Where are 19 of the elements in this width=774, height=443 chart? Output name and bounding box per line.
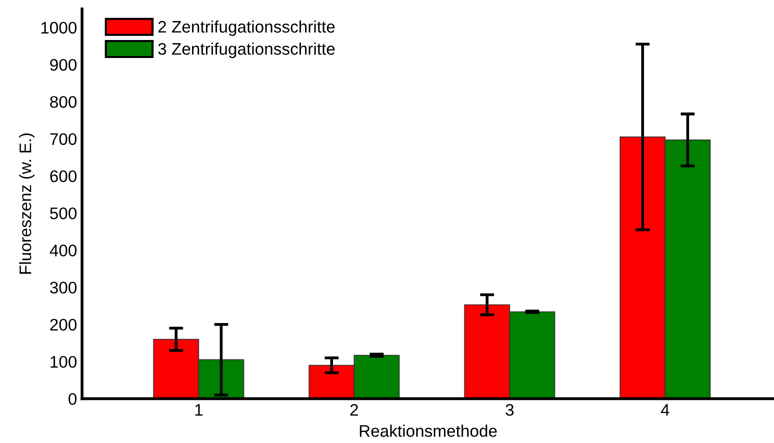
x-tick-label: 3 [506, 404, 514, 416]
y-tick-label: 0 [68, 393, 77, 405]
y-tick-label: 200 [50, 318, 77, 331]
x-tick-label: 4 [660, 404, 670, 416]
y-tick-label: 900 [50, 58, 77, 71]
legend-label: 3 Zentrifugationsschritte [158, 42, 335, 58]
y-tick-label: 400 [50, 244, 77, 256]
y-tick-label: 1000 [41, 22, 77, 34]
y-axis-title: Fluoreszenz (w. E.) [19, 133, 35, 274]
x-tick-label: 2 [350, 404, 358, 416]
y-tick-label: 600 [50, 170, 77, 182]
legend-label: 2 Zentrifugationsschritte [158, 20, 335, 36]
y-tick-label: 500 [50, 207, 77, 220]
y-tick-label: 100 [50, 356, 77, 368]
y-tick-label: 800 [50, 96, 77, 108]
y-tick-label: 700 [50, 133, 77, 146]
x-tick-label: 1 [195, 404, 202, 416]
x-axis-title: Reaktionsmethode [360, 424, 497, 437]
y-tick-label: 300 [50, 282, 77, 294]
